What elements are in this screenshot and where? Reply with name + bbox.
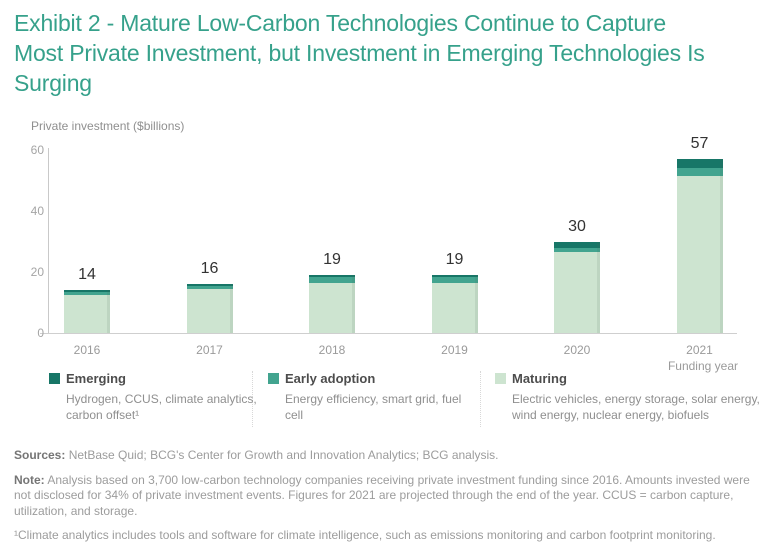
exhibit-title-line-3: Surging: [14, 70, 92, 96]
legend-divider-1: [252, 371, 253, 427]
plot-area: 14 16 19 19 30 57: [48, 135, 738, 334]
bar-value-label: 19: [323, 251, 341, 269]
bar-2019: [431, 275, 478, 333]
bar-segment-emerging: [676, 159, 723, 169]
bar-segment-maturing: [186, 289, 233, 333]
note-line: Note: Analysis based on 3,700 low-carbon…: [14, 473, 761, 520]
bar-segment-early-adoption: [186, 285, 233, 290]
note-label: Note:: [14, 472, 45, 487]
legend-divider-2: [480, 371, 481, 427]
x-tick-label-2019: 2019: [441, 343, 468, 357]
y-axis-line: [48, 148, 49, 333]
bar-segment-emerging: [64, 290, 110, 292]
bar-segment-emerging: [309, 275, 355, 278]
x-axis-title: Funding year: [667, 359, 738, 373]
bar-2021: [676, 159, 723, 333]
bar-segment-early-adoption: [309, 277, 355, 283]
bar-value-label: 14: [78, 266, 96, 284]
bar-2017: [186, 284, 233, 333]
legend-head: Early adoption: [268, 371, 473, 386]
bar-value-label: 57: [690, 135, 709, 153]
bar-2016: [64, 290, 110, 333]
bar-value-label: 30: [568, 217, 586, 235]
bar-segment-maturing: [431, 282, 478, 333]
bar-segment-maturing: [676, 175, 723, 333]
legend-item-emerging: Emerging Hydrogen, CCUS, climate analyti…: [49, 371, 259, 423]
bar-2018: [309, 275, 355, 333]
bar-segment-maturing: [554, 252, 600, 333]
bar-2020: [554, 241, 600, 334]
x-tick-label-2021: 2021: [686, 343, 713, 357]
legend-label: Maturing: [512, 371, 567, 386]
y-axis-title: Private investment ($billions): [31, 119, 185, 133]
x-axis-line: [40, 333, 737, 334]
bar-segment-emerging: [186, 284, 233, 286]
y-tick-label-60: 60: [30, 143, 44, 157]
footer: Sources: NetBase Quid; BCG's Center for …: [14, 448, 761, 543]
x-tick-label-2016: 2016: [73, 343, 101, 357]
legend-description: Energy efficiency, smart grid, fuel cell: [285, 392, 462, 422]
bar-segment-early-adoption: [431, 277, 478, 283]
early-adoption-swatch-icon: [268, 373, 279, 384]
exhibit-title-line-2: Most Private Investment, but Investment …: [14, 40, 705, 66]
legend-description: Hydrogen, CCUS, climate analytics, carbo…: [66, 392, 257, 422]
bar-segment-maturing: [309, 282, 355, 333]
sources-label: Sources:: [14, 448, 66, 462]
sources-text: NetBase Quid; BCG's Center for Growth an…: [65, 448, 499, 462]
bar-value-label: 19: [445, 251, 464, 269]
y-tick-label-0: 0: [37, 326, 44, 340]
bar-segment-early-adoption: [676, 168, 723, 176]
sources-line: Sources: NetBase Quid; BCG's Center for …: [14, 448, 761, 464]
y-tick-label-20: 20: [30, 265, 44, 279]
legend-head: Emerging: [49, 371, 259, 386]
legend-item-maturing: Maturing Electric vehicles, energy stora…: [495, 371, 760, 423]
emerging-swatch-icon: [49, 373, 60, 384]
legend-label: Early adoption: [285, 371, 376, 386]
maturing-swatch-icon: [495, 373, 506, 384]
bar-segment-emerging: [431, 275, 478, 278]
bar-segment-emerging: [554, 241, 600, 248]
footnote-line: ¹Climate analytics includes tools and so…: [14, 528, 716, 542]
exhibit-title-line-1: Exhibit 2 - Mature Low-Carbon Technologi…: [14, 10, 666, 36]
bar-value-label: 16: [200, 260, 219, 278]
bar-segment-maturing: [64, 294, 110, 333]
legend-label: Emerging: [66, 371, 126, 386]
note-text: Analysis based on 3,700 low-carbon techn…: [14, 472, 750, 518]
x-tick-label-2018: 2018: [318, 343, 346, 357]
legend-head: Maturing: [495, 371, 760, 386]
bar-segment-early-adoption: [64, 291, 110, 295]
legend-description: Electric vehicles, energy storage, solar…: [512, 392, 760, 422]
x-tick-label-2017: 2017: [196, 343, 223, 357]
y-tick-label-40: 40: [30, 204, 44, 218]
legend-item-early-adoption: Early adoption Energy efficiency, smart …: [268, 371, 473, 423]
x-tick-label-2020: 2020: [563, 343, 591, 357]
exhibit-title: Exhibit 2 - Mature Low-Carbon Technologi…: [14, 8, 759, 98]
bar-segment-early-adoption: [554, 247, 600, 253]
